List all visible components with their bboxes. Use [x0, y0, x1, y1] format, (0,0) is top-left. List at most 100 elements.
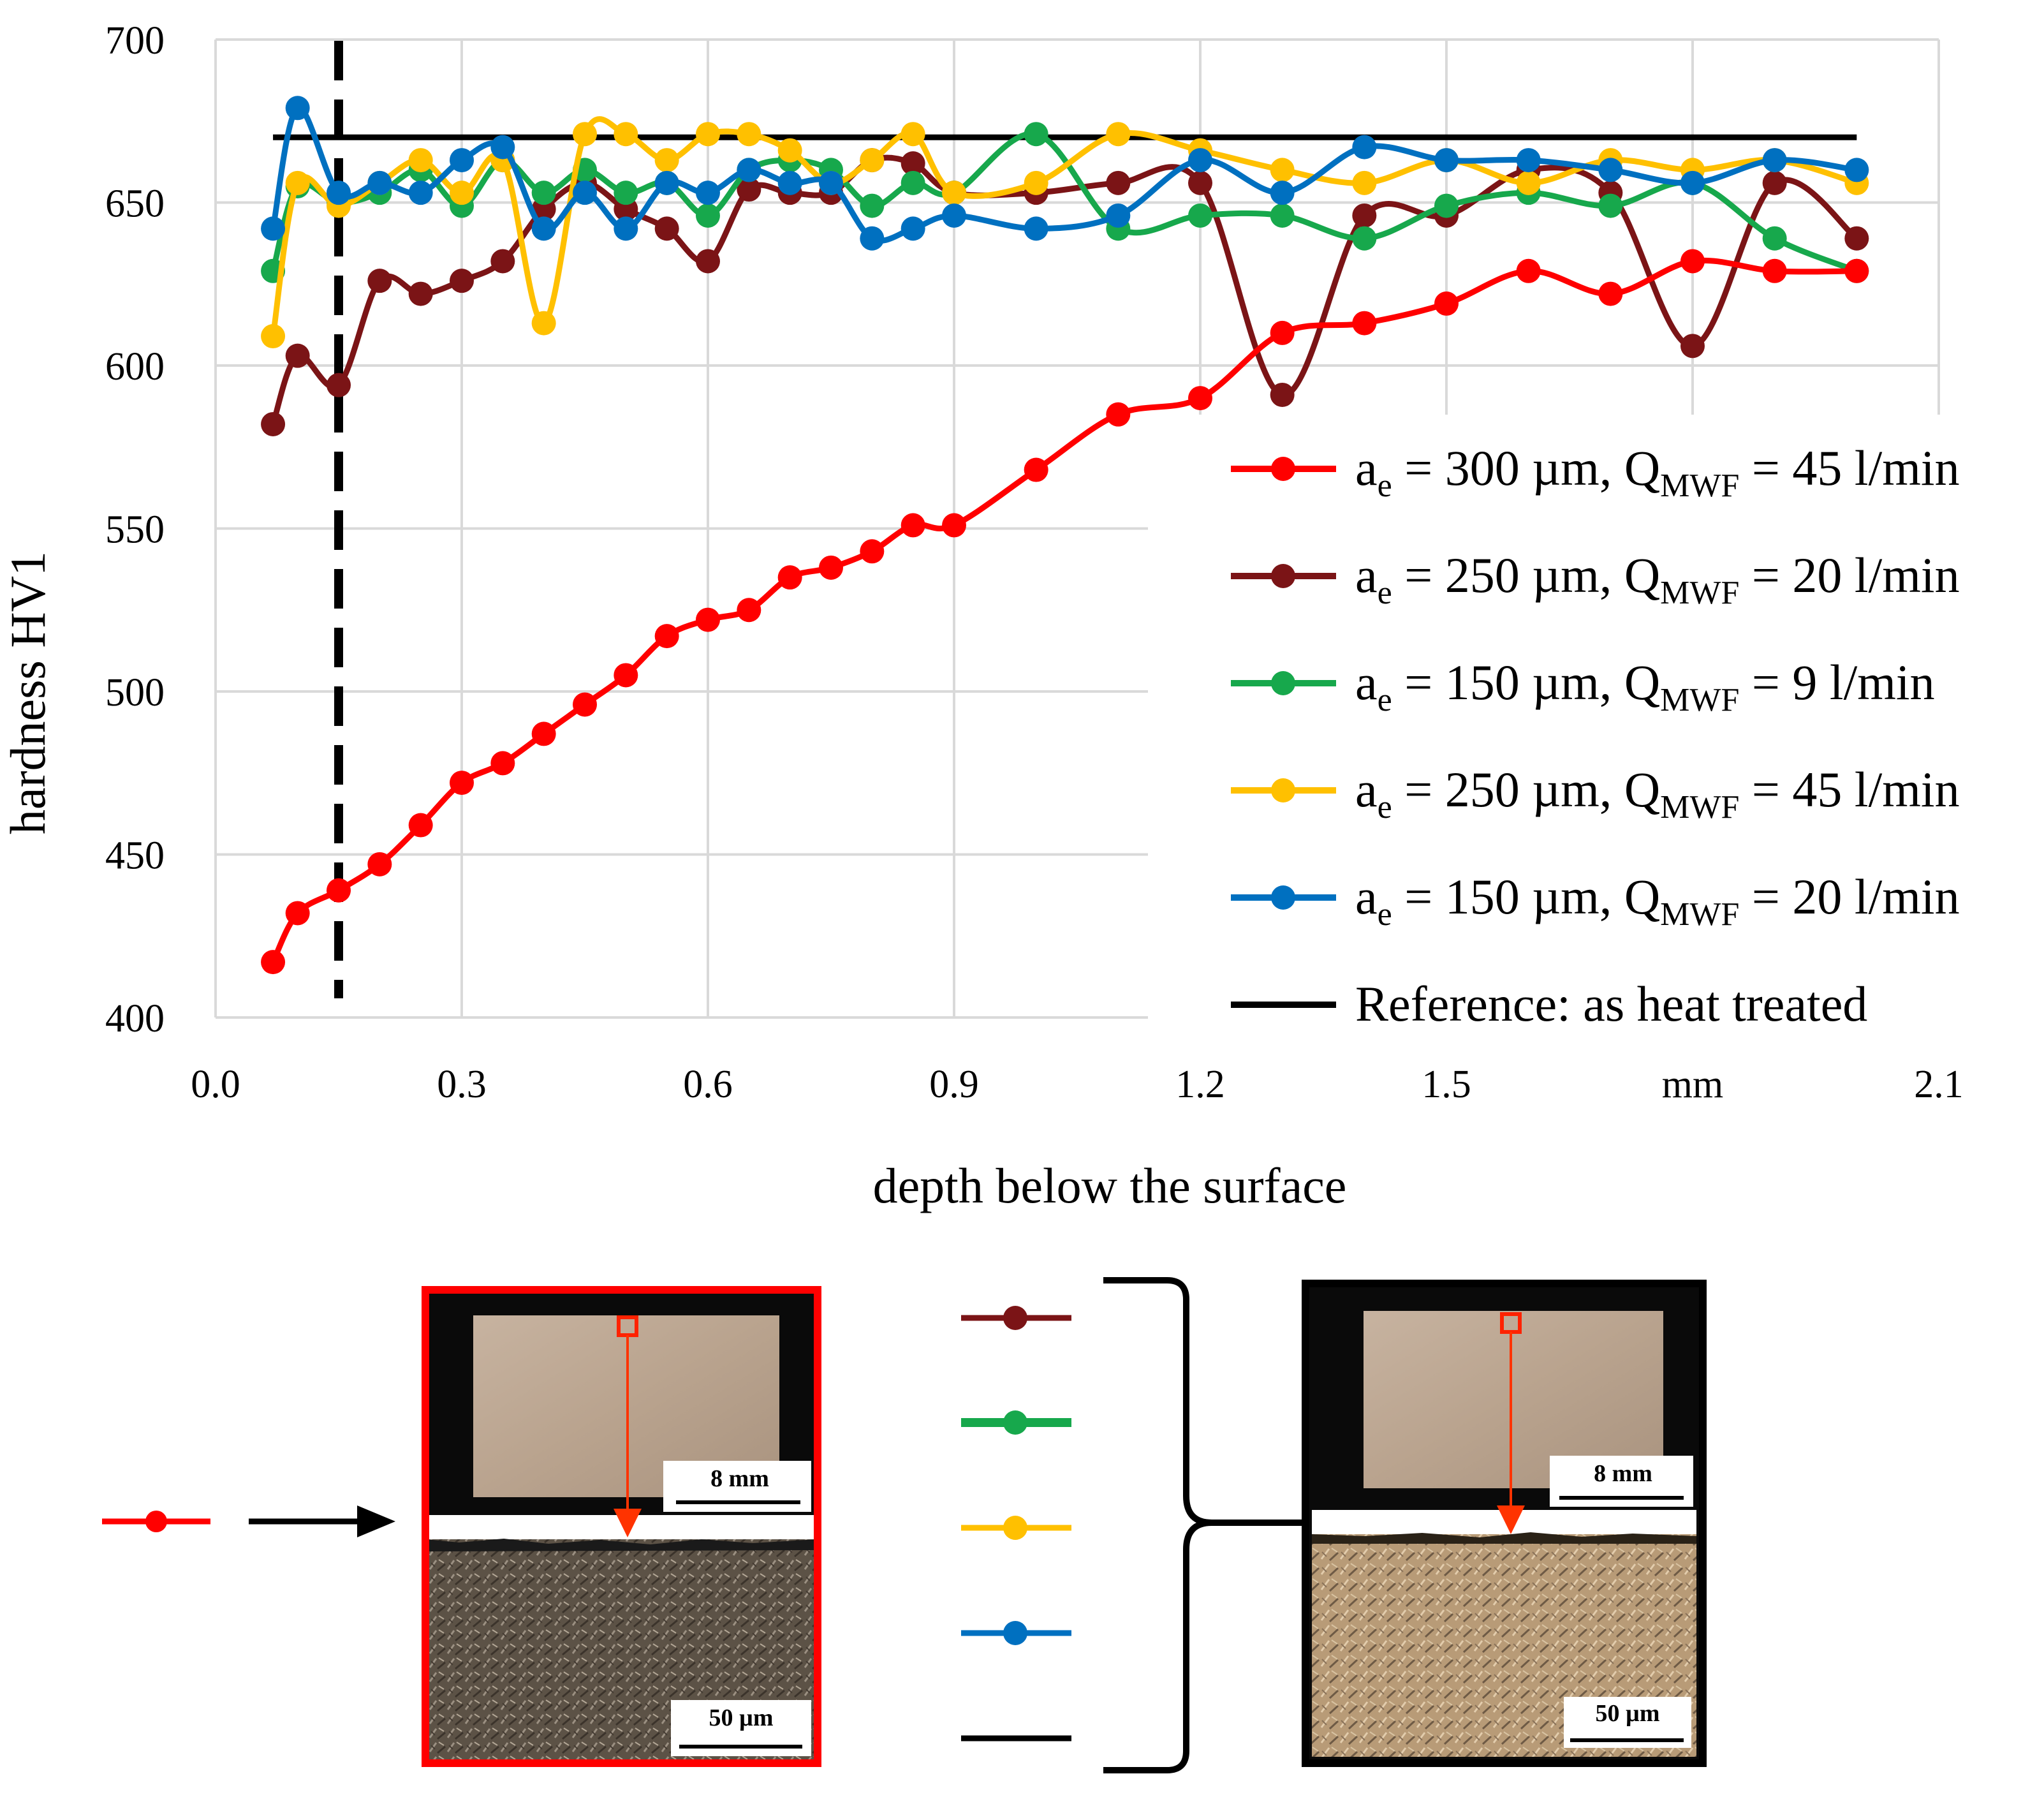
data-point: [614, 663, 638, 688]
data-point: [901, 513, 925, 538]
data-point: [1024, 216, 1048, 241]
data-point: [261, 411, 286, 436]
mid-swatch-marker: [1003, 1621, 1027, 1645]
data-point: [1516, 170, 1541, 195]
data-point: [327, 181, 351, 205]
data-point: [450, 771, 474, 795]
data-point: [1106, 122, 1131, 147]
y-tick-label: 500: [105, 671, 165, 714]
data-point: [1106, 203, 1131, 228]
data-point: [1844, 158, 1869, 182]
plot-area: 400 450 500 550 600 650 700 0.0 0.3 0.6 0.9 1.2 1.5 m…: [105, 19, 1964, 1106]
legend-label-part: a: [1355, 654, 1378, 710]
legend-label-part: MWF: [1660, 682, 1739, 718]
legend-swatch-marker: [1271, 885, 1295, 910]
curly-brace: [1103, 1277, 1307, 1773]
mid-swatch-marker: [1003, 1516, 1027, 1540]
series-0: [261, 249, 1869, 975]
data-point: [531, 721, 556, 746]
data-point: [490, 135, 515, 159]
legend-label-part: a: [1355, 547, 1378, 603]
y-tick-label: 450: [105, 834, 165, 878]
lower-panel: 8 mm 50 µm 8 mm 50 µm: [102, 1277, 1707, 1773]
legend-label-part: = 20 l/min: [1739, 547, 1959, 603]
data-point: [573, 181, 597, 205]
data-point: [490, 751, 515, 776]
y-tick-label: 400: [105, 997, 165, 1040]
arrow-head: [357, 1505, 395, 1537]
data-point: [1352, 170, 1377, 195]
data-point: [1106, 170, 1131, 195]
data-point: [1680, 170, 1705, 195]
data-point: [408, 281, 433, 306]
data-point: [901, 216, 925, 241]
data-point: [1598, 158, 1623, 182]
legend-label-part: = 45 l/min: [1739, 440, 1959, 496]
data-point: [1106, 402, 1131, 427]
x-tick-label: 2.1: [1914, 1063, 1964, 1106]
data-point: [408, 181, 433, 205]
legend-swatch-marker: [1271, 778, 1295, 802]
data-point: [860, 539, 885, 564]
scale-label-8mm-right: 8 mm: [1594, 1460, 1652, 1487]
y-tick-label: 700: [105, 19, 165, 63]
data-point: [367, 852, 392, 876]
data-point: [531, 216, 556, 241]
legend-label-part: e: [1378, 575, 1392, 611]
data-point: [819, 555, 843, 580]
legend-label-part: = 9 l/min: [1739, 654, 1934, 710]
legend-label-part: = 20 l/min: [1739, 869, 1959, 924]
data-point: [696, 122, 720, 147]
data-point: [1516, 148, 1541, 173]
data-point: [901, 122, 925, 147]
data-point: [1352, 135, 1377, 159]
data-point: [696, 181, 720, 205]
data-point: [901, 170, 925, 195]
legend-swatch-marker: [1271, 671, 1295, 695]
data-point: [737, 177, 761, 202]
data-point: [408, 813, 433, 838]
x-tick-label: 1.2: [1175, 1063, 1225, 1106]
legend-swatch-marker: [1271, 457, 1295, 481]
data-point: [819, 170, 843, 195]
legend-label-part: MWF: [1660, 575, 1739, 611]
series-swatch-group: [961, 1306, 1071, 1742]
legend-label: ae = 150 µm, QMWF = 9 l/min: [1355, 654, 1935, 718]
data-point: [1270, 181, 1295, 205]
legend-label-part: MWF: [1660, 789, 1739, 825]
data-point: [1680, 334, 1705, 359]
data-point: [860, 193, 885, 218]
data-point: [408, 148, 433, 173]
y-tick-label: 600: [105, 345, 165, 388]
data-point: [860, 226, 885, 251]
legend-label: Reference: as heat treated: [1355, 976, 1867, 1032]
data-point: [1188, 170, 1212, 195]
legend-label-part: MWF: [1660, 896, 1739, 933]
y-axis-title: hardness HV1: [0, 551, 55, 834]
data-point: [1188, 386, 1212, 411]
data-point: [1762, 258, 1787, 283]
data-point: [367, 170, 392, 195]
data-point: [737, 122, 761, 147]
data-point: [1188, 148, 1212, 173]
y-tick-label: 550: [105, 508, 165, 552]
data-point: [696, 203, 720, 228]
legend-label-part: = 45 l/min: [1739, 762, 1959, 817]
scale-label-8mm-left: 8 mm: [710, 1465, 769, 1492]
legend-label-part: a: [1355, 440, 1378, 496]
legend-background: [1148, 415, 2044, 1046]
data-point: [942, 203, 966, 228]
data-point: [1598, 281, 1623, 306]
data-point: [1844, 258, 1869, 283]
x-tick-label: 0.3: [437, 1063, 487, 1106]
data-point: [261, 950, 286, 975]
micrograph-left-frame: [422, 1286, 821, 1767]
series-line: [270, 105, 1857, 244]
legend-label-part: MWF: [1660, 468, 1739, 504]
legend-label-part: e: [1378, 896, 1392, 933]
data-point: [1188, 203, 1212, 228]
legend-label-part: = 150 µm, Q: [1392, 869, 1660, 924]
data-point: [1352, 226, 1377, 251]
data-point: [450, 269, 474, 293]
